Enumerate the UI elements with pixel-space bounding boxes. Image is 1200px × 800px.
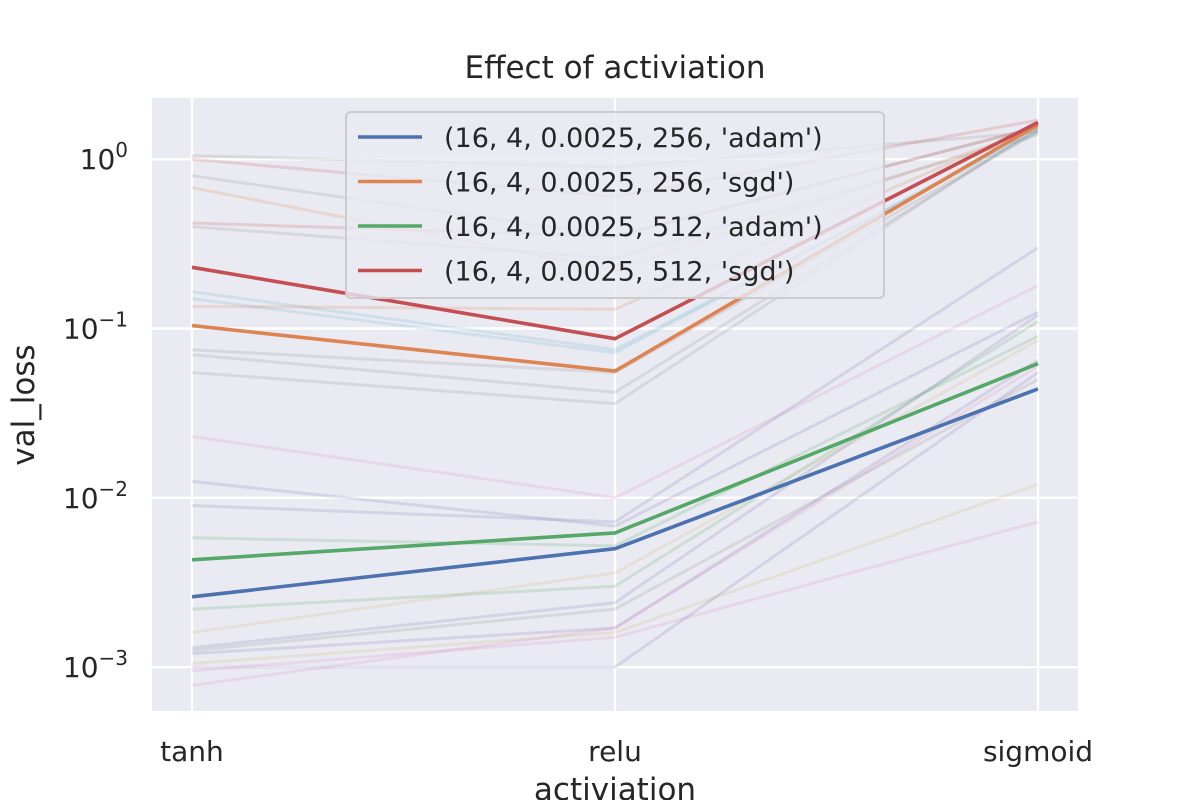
legend-label-3: (16, 4, 0.0025, 512, 'adam'): [444, 212, 823, 243]
legend-box: [345, 111, 885, 299]
y-tick-label: 10−2: [63, 477, 128, 515]
x-axis-label: activiation: [534, 772, 696, 800]
background-series-line: [191, 482, 1039, 665]
series-line-2: [191, 123, 1039, 373]
y-tick-labels: 100 10−1 10−2 10−3: [63, 138, 128, 684]
background-series-line: [191, 123, 1039, 311]
legend-label-2: (16, 4, 0.0025, 256, 'sgd'): [444, 168, 794, 199]
y-tick-label: 100: [80, 138, 128, 176]
background-series-line: [191, 128, 1039, 355]
background-series-line: [191, 320, 1039, 611]
background-series-line: [191, 128, 1039, 394]
y-axis-label: val_loss: [6, 344, 42, 465]
background-series-line: [191, 313, 1039, 650]
background-series-line: [191, 520, 1039, 673]
legend-label-1: (16, 4, 0.0025, 256, 'adam'): [444, 123, 823, 154]
y-tick-label: 10−3: [63, 646, 128, 684]
highlighted-series: [191, 120, 1039, 599]
background-series-line: [191, 364, 1039, 687]
background-series-line: [191, 310, 1039, 528]
y-tick-label: 10−1: [63, 308, 128, 346]
x-tick-label-tanh: tanh: [160, 735, 224, 768]
background-series-line: [191, 283, 1039, 500]
x-tick-label-relu: relu: [588, 735, 642, 768]
series-line-4: [191, 120, 1039, 341]
x-tick-labels: tanh relu sigmoid: [160, 735, 1093, 768]
x-tick-label-sigmoid: sigmoid: [983, 735, 1093, 768]
background-series-line: [191, 125, 1039, 406]
background-series-line: [191, 130, 1039, 352]
background-series-line: [191, 378, 1039, 653]
background-series-line: [192, 371, 1039, 669]
background-series-line: [191, 339, 1039, 634]
series-line-1: [191, 387, 1039, 599]
series-line-3: [191, 361, 1039, 562]
legend-label-4: (16, 4, 0.0025, 512, 'sgd'): [444, 257, 794, 288]
legend: (16, 4, 0.0025, 256, 'adam') (16, 4, 0.00…: [345, 111, 885, 299]
background-series-line: [191, 358, 1039, 656]
background-series-line: [191, 246, 1039, 524]
chart-title: Effect of activiation: [465, 50, 766, 86]
background-series-line: [191, 334, 1039, 548]
